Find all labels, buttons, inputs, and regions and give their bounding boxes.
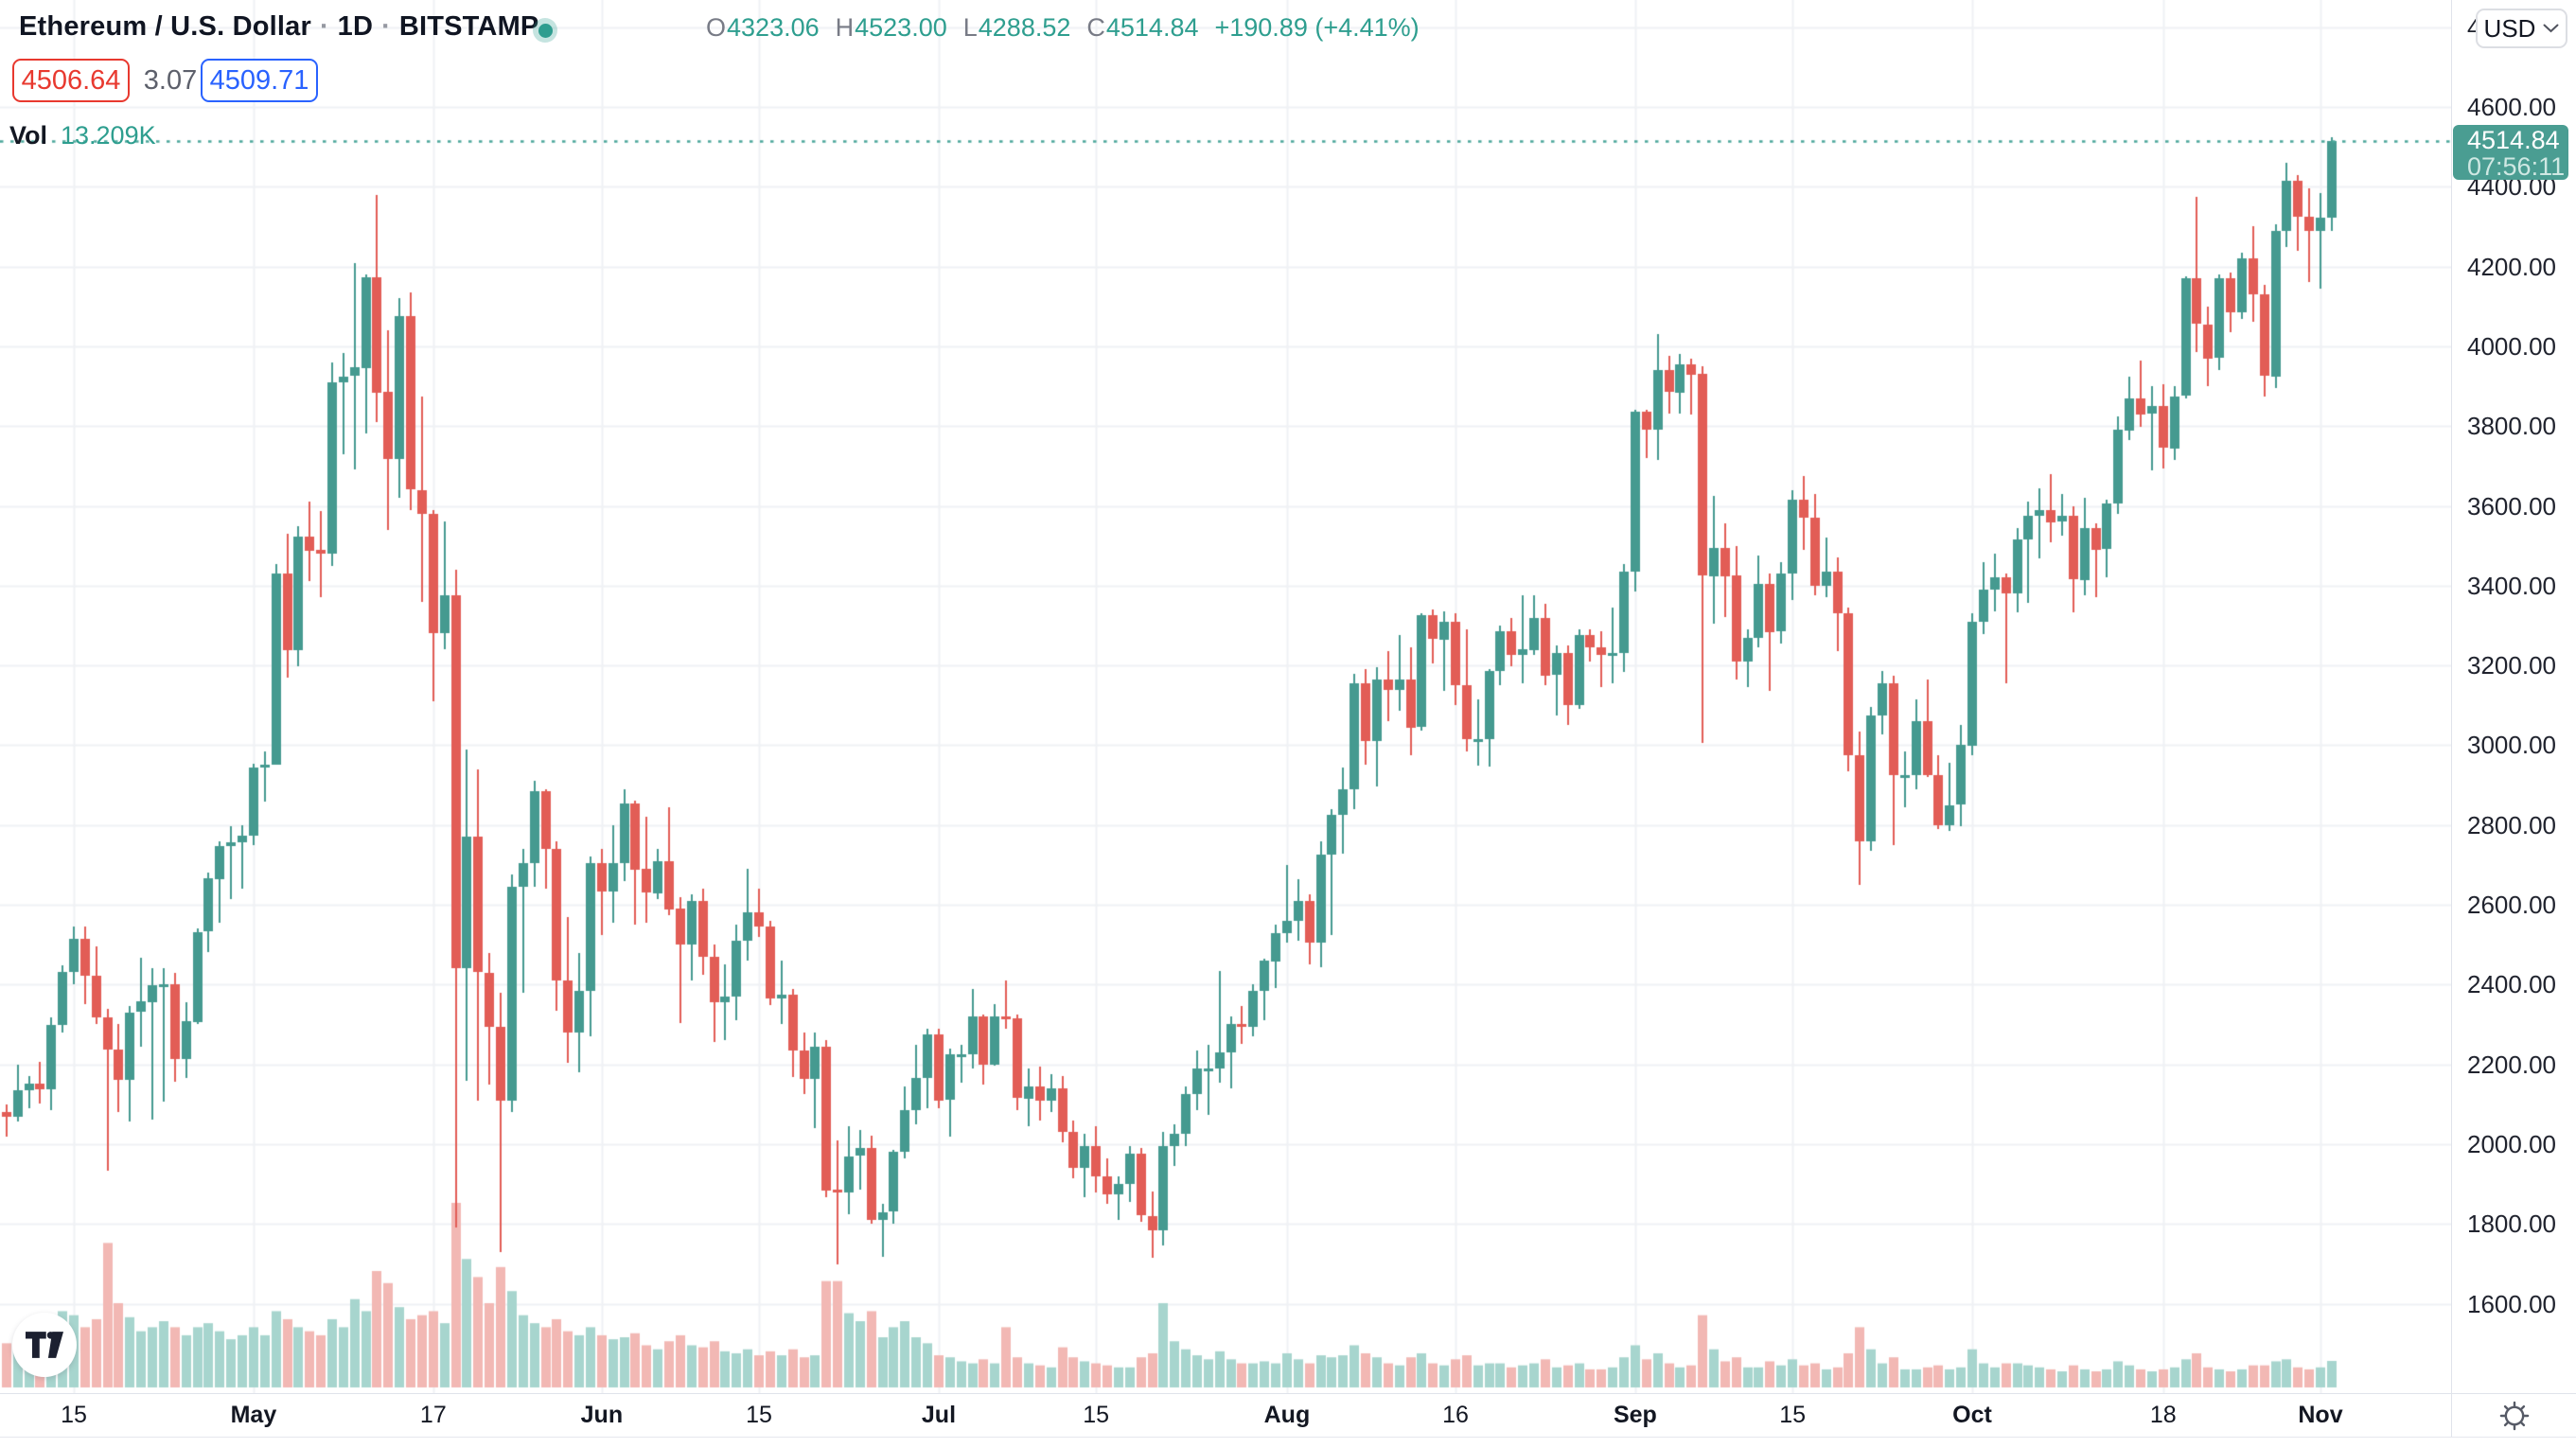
interval-label[interactable]: 1D [337,11,374,42]
exchange-label[interactable]: BITSTAMP [398,11,539,42]
price-axis-label: 2000.00 [2467,1129,2556,1158]
buy-button[interactable]: 4509.71 [201,59,318,102]
time-axis-label: 15 [1083,1402,1110,1428]
time-axis-label: 18 [2149,1402,2177,1428]
price-axis-label: 3000.00 [2467,731,2556,760]
time-axis-label: Oct [1952,1402,1992,1428]
market-status-icon[interactable] [533,18,557,43]
time-axis-label: 15 [746,1402,772,1428]
price-axis-label: 2800.00 [2467,810,2556,839]
price-axis-label: 2600.00 [2467,891,2556,919]
time-axis-label: 16 [1442,1402,1469,1428]
price-axis-label: 3600.00 [2467,491,2556,521]
time-axis-label: 15 [1779,1402,1806,1428]
close-value: 4514.84 [1105,13,1199,42]
sell-button[interactable]: 4506.64 [12,59,130,102]
time-axis-label: 15 [61,1402,87,1428]
separator-dot: · [381,11,391,42]
close-label: C [1086,13,1105,42]
time-axis-label: May [230,1402,277,1428]
low-value: 4288.52 [978,13,1071,42]
time-axis-label: Jul [921,1402,957,1428]
price-axis[interactable]: 4800.004600.004400.004200.004000.003800.… [2451,0,2576,1393]
price-axis-label: 3800.00 [2467,412,2556,441]
price-axis-label: 1800.00 [2467,1210,2556,1239]
tradingview-logo-icon [26,1332,63,1358]
chevron-down-icon [2543,24,2559,33]
currency-toggle-button[interactable]: USD [2476,9,2567,48]
high-value: 4523.00 [855,13,947,42]
volume-value: 13.209K [61,121,156,150]
last-price-badge: 4514.84 07:56:11 [2453,125,2568,180]
price-axis-label: 1600.00 [2467,1289,2556,1318]
low-label: L [962,13,978,42]
price-axis-label: 4200.00 [2467,252,2556,281]
symbol-name[interactable]: Ethereum / U.S. Dollar [19,11,311,42]
tradingview-logo[interactable] [12,1313,77,1377]
time-axis-label: 17 [419,1402,447,1428]
separator-dot: · [319,11,329,42]
symbol-title-row: Ethereum / U.S. Dollar · 1D · BITSTAMP [19,11,538,43]
price-chart-canvas[interactable] [0,0,2451,1393]
time-axis-label: Jun [580,1402,624,1428]
ohlc-values: O 4323.06 H 4523.00 L 4288.52 C 4514.84 … [706,13,1420,43]
volume-label[interactable]: Vol [9,121,47,150]
time-axis[interactable]: 15 May 17 Jun 15 Jul 15 Aug 16 Sep 15 Oct 18 Nov [0,1393,2451,1437]
price-axis-label: 2200.00 [2467,1050,2556,1079]
price-axis-label: 3400.00 [2467,571,2556,600]
bar-countdown: 07:56:11 [2467,152,2566,181]
volume-indicator-row: Vol 13.209K [9,121,156,150]
open-value: 4323.06 [727,13,820,42]
bottom-divider [0,1437,2576,1448]
gear-icon[interactable] [2497,1399,2532,1433]
change-value: +190.89 (+4.41%) [1214,13,1420,42]
time-axis-label: Sep [1613,1402,1657,1428]
price-axis-label: 4000.00 [2467,331,2556,361]
last-price-value: 4514.84 [2467,126,2560,154]
spread-value: 3.07 [143,64,198,96]
price-axis-label: 3200.00 [2467,651,2556,680]
time-axis-label: Aug [1263,1402,1311,1428]
axis-settings-corner[interactable] [2451,1393,2576,1437]
time-axis-label: Nov [2298,1402,2343,1428]
open-label: O [706,13,727,42]
high-label: H [835,13,855,42]
price-axis-label: 2400.00 [2467,970,2556,999]
price-axis-label: 4600.00 [2467,93,2556,121]
currency-label: USD [2483,13,2536,43]
